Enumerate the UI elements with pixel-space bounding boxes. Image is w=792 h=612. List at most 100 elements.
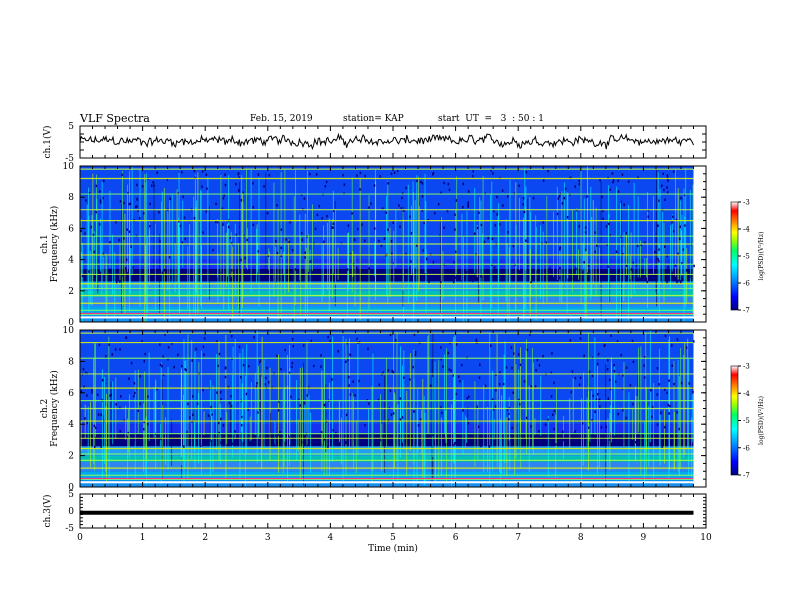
spectrogram-speckle <box>487 236 489 240</box>
spectrogram-speckle <box>536 358 539 362</box>
ch1-spectrogram-ylabel: ch.1 <box>40 234 50 253</box>
spectrogram-speckle <box>542 221 545 224</box>
spectrogram-speckle <box>525 416 528 420</box>
spectrogram-speckle <box>217 364 219 368</box>
spectrogram-speckle <box>421 182 424 185</box>
spectrogram-speckle <box>627 180 630 183</box>
x-tick-label: 2 <box>202 533 208 543</box>
spectrogram-speckle <box>93 250 95 254</box>
spectrogram-speckle <box>635 263 638 267</box>
spectrogram-speckle <box>244 256 246 260</box>
spectrogram-speckle <box>353 238 356 241</box>
spectrogram-speckle <box>224 367 227 370</box>
spectrogram-speckle <box>310 441 313 444</box>
spectrogram-speckle <box>88 191 91 195</box>
spectrogram-speckle <box>192 413 194 417</box>
spectrogram-speckle <box>275 240 277 243</box>
page-title: VLF Spectra <box>80 112 150 125</box>
spectrogram-speckle <box>202 388 204 392</box>
spectrogram-speckle <box>389 333 392 337</box>
spectrogram-speckle <box>672 215 674 219</box>
spectrogram-speckle <box>118 238 120 242</box>
spectrogram-speckle <box>472 174 474 178</box>
spectrogram-speckle <box>326 215 328 218</box>
spectrogram-speckle <box>475 338 478 342</box>
spectrogram-speckle <box>631 339 634 343</box>
x-tick-label: 6 <box>453 533 459 543</box>
spectrogram-speckle <box>612 179 615 182</box>
spectrogram-speckle <box>683 193 686 197</box>
spectrogram-speckle <box>235 182 237 186</box>
spectrogram-speckle <box>545 241 547 244</box>
spectrogram-speckle <box>192 395 194 398</box>
spectrogram-speckle <box>409 266 411 270</box>
spectrogram-speckle <box>91 388 93 392</box>
spectrogram-speckle <box>419 418 422 421</box>
spectrogram-speckle <box>679 280 682 284</box>
spectrogram-speckle <box>617 179 619 182</box>
spectrogram-speckle <box>385 211 388 214</box>
x-tick-label: 5 <box>390 533 396 543</box>
spectrogram-speckle <box>666 391 668 395</box>
spectrogram-speckle <box>666 191 669 194</box>
spectrogram-speckle <box>137 409 139 413</box>
spectrogram-speckle <box>562 438 565 442</box>
spectrogram-speckle <box>320 365 322 368</box>
spectrogram-speckle <box>632 261 634 265</box>
spectrogram-speckle <box>126 435 129 439</box>
spectrogram-speckle <box>455 392 458 396</box>
spectrogram-speckle <box>399 397 401 400</box>
spectrogram-speckle <box>477 425 480 429</box>
spectrogram-speckle <box>202 345 205 349</box>
spectrogram-speckle <box>625 232 627 235</box>
spectrogram-speckle <box>558 276 561 280</box>
spectrogram-speckle <box>422 249 425 252</box>
spectrogram-speckle <box>119 200 122 203</box>
spectrogram-speckle <box>605 440 608 443</box>
spectrogram-speckle <box>123 201 125 205</box>
spectrogram-speckle <box>285 278 288 281</box>
spectrogram-speckle <box>662 172 665 176</box>
spectrogram-speckle <box>143 212 145 215</box>
spectrogram-speckle <box>316 213 319 217</box>
spectrogram-speckle <box>303 197 306 200</box>
spectrogram-speckle <box>105 355 107 358</box>
spectrogram-speckle <box>642 271 644 274</box>
spectrogram-speckle <box>100 413 103 417</box>
ch3-ytick-label: 5 <box>68 490 74 500</box>
spectrogram-speckle <box>676 411 678 414</box>
spectrogram-speckle <box>522 197 525 200</box>
spectrogram-speckle <box>606 243 608 246</box>
spectrogram-speckle <box>238 345 241 349</box>
spectrogram-speckle <box>318 204 321 208</box>
spectrogram-speckle <box>664 334 667 338</box>
spectrogram-speckle <box>672 170 675 173</box>
spectrogram-speckle <box>327 434 330 438</box>
spectrogram-speckle <box>109 394 111 397</box>
spectrogram-speckle <box>257 250 259 253</box>
spectrogram-speckle <box>177 192 179 195</box>
ch1-spectrogram-ytick-label: 6 <box>68 224 74 234</box>
spectrogram-speckle <box>95 210 97 214</box>
spectrogram-speckle <box>605 225 608 228</box>
spectrogram-speckle <box>245 392 248 396</box>
spectrogram-speckle <box>193 216 196 220</box>
spectrogram-speckle <box>542 179 545 182</box>
spectrogram-speckle <box>277 408 280 412</box>
spectrogram-speckle <box>547 169 549 173</box>
spectrogram-speckle <box>602 209 604 213</box>
spectrogram-speckle <box>501 189 504 192</box>
spectrogram-speckle <box>132 273 134 277</box>
spectrogram-speckle <box>301 238 304 242</box>
spectrogram-speckle <box>400 207 402 210</box>
spectrogram-speckle <box>173 365 175 369</box>
spectrogram-speckle <box>668 412 670 415</box>
spectrogram-speckle <box>109 241 111 244</box>
ch1-spectrogram-ytick-label: 2 <box>68 287 74 297</box>
spectrogram-speckle <box>625 416 627 420</box>
spectrogram-speckle <box>447 182 450 186</box>
spectrogram-speckle <box>181 241 184 244</box>
spectrogram-speckle <box>130 245 132 249</box>
spectrogram-speckle <box>685 346 688 349</box>
